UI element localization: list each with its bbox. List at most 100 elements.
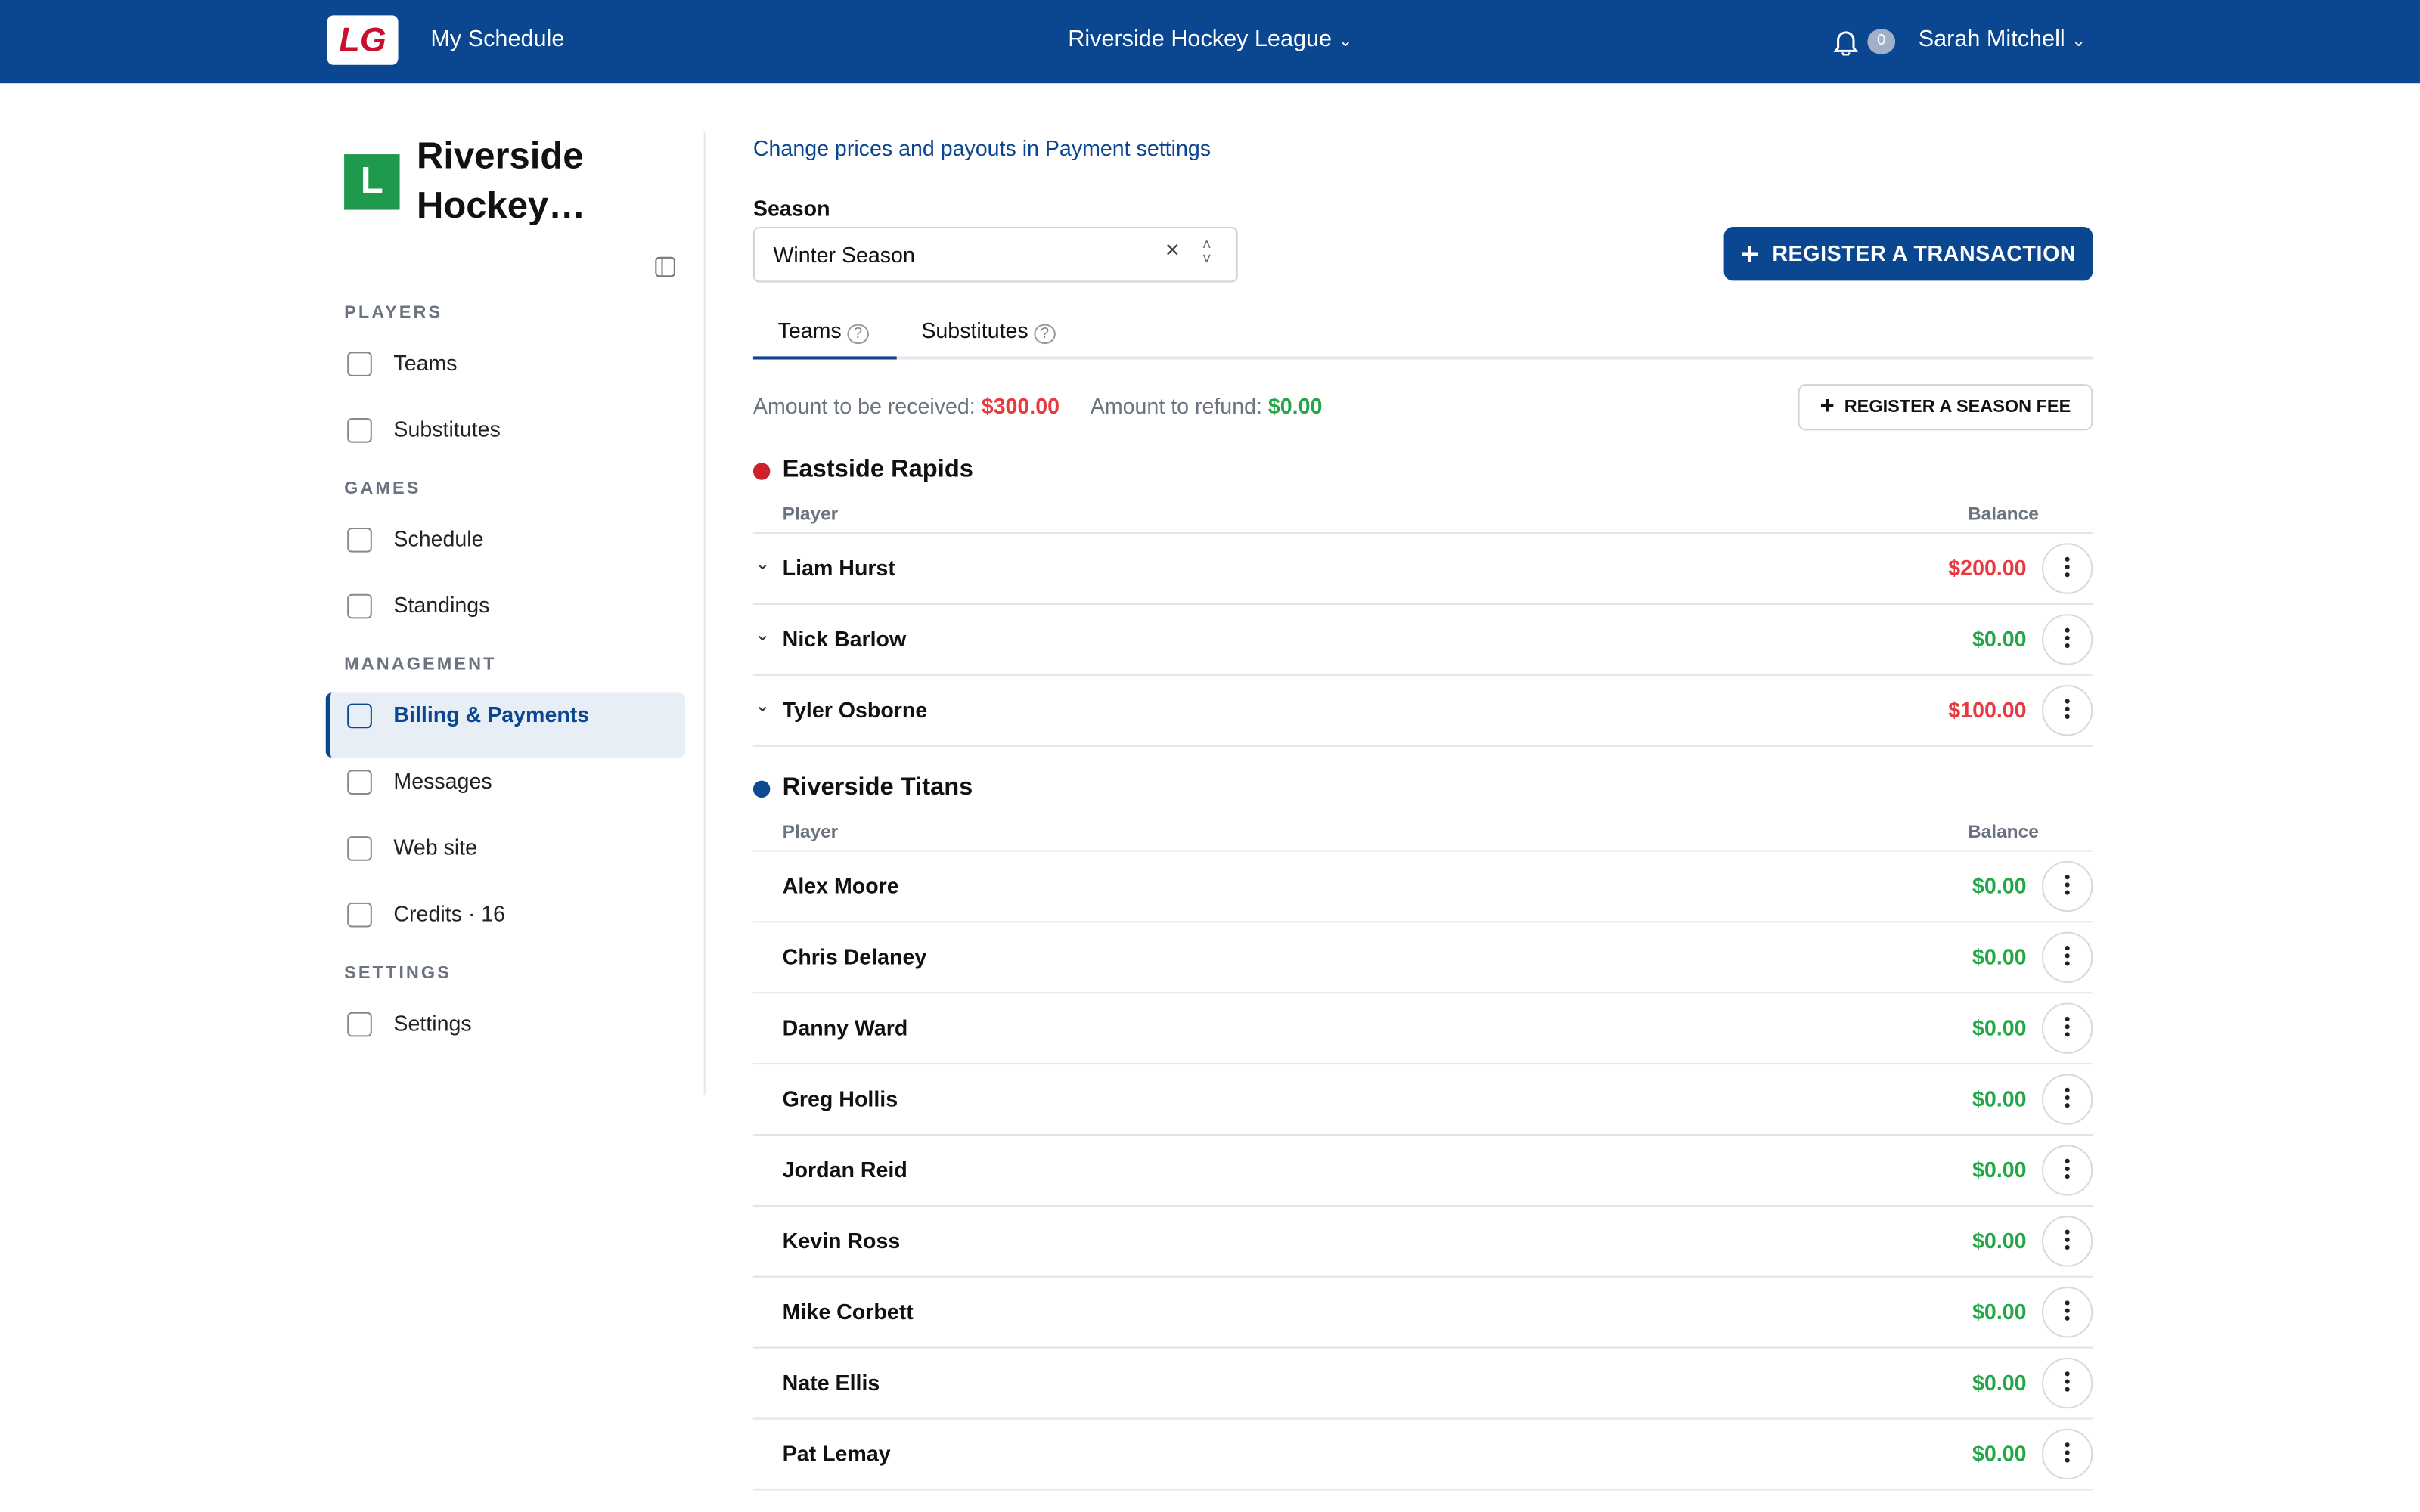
received-amount: $300.00 [981, 393, 1060, 419]
nav-item[interactable]: Web site [393, 835, 478, 860]
nav-item[interactable]: Teams [393, 350, 458, 375]
nav-item[interactable]: Substitutes [393, 417, 501, 442]
collapse-icon[interactable] [654, 256, 676, 278]
player-balance: $0.00 [1972, 1370, 2027, 1395]
row-divider [752, 1133, 2093, 1136]
notification-badge: 0 [1867, 29, 1896, 54]
register-fee-button[interactable]: + REGISTER A SEASON FEE [1798, 384, 2093, 431]
player-balance: $0.00 [1972, 1086, 2027, 1111]
row-divider [752, 1204, 2093, 1207]
player-balance: $0.00 [1972, 873, 2027, 898]
register-transaction-button[interactable]: + REGISTER A TRANSACTION [1723, 226, 2093, 281]
row-divider [752, 1489, 2093, 1491]
row-divider [752, 745, 2093, 747]
row-divider [752, 1275, 2093, 1278]
section-title: MANAGEMENT [344, 655, 497, 674]
summary: Amount to be received: $300.00 Amount to … [753, 393, 1322, 418]
nav-item[interactable]: Credits · 16 [393, 900, 506, 926]
tab-label: Teams [777, 318, 842, 343]
row-divider [752, 992, 2093, 994]
column-header: Player [782, 820, 839, 843]
user-name: Sarah Mitchell [1918, 26, 2065, 53]
logo[interactable]: LG [327, 15, 399, 65]
row-menu-button[interactable] [2041, 931, 2093, 983]
row-menu-button[interactable] [2041, 614, 2093, 665]
top-bar: LG My Schedule Riverside Hockey League ⌄… [0, 0, 2420, 84]
user-menu[interactable]: Sarah Mitchell ⌄ [1918, 26, 2086, 53]
player-balance: $0.00 [1972, 1228, 2027, 1253]
row-divider [752, 850, 2093, 852]
nav-icon [347, 703, 372, 729]
received-label: Amount to be received: [752, 393, 976, 419]
row-menu-button[interactable] [2041, 1002, 2093, 1054]
row-menu-button[interactable] [2041, 1145, 2093, 1196]
row-menu-button[interactable] [2041, 1074, 2093, 1125]
nav-icon [347, 1012, 372, 1037]
row-divider [752, 1418, 2093, 1420]
player-balance: $0.00 [1972, 943, 2027, 969]
sidebar-divider [703, 132, 706, 1095]
row-menu-button[interactable] [2041, 1216, 2093, 1267]
row-divider [752, 1063, 2093, 1065]
player-name: Alex Moore [782, 873, 899, 898]
player-balance: $0.00 [1972, 1441, 2027, 1466]
league-selector[interactable]: Riverside Hockey League ⌄ [1068, 26, 1353, 53]
row-menu-button[interactable] [2041, 860, 2093, 912]
team-name: Eastside Rapids [782, 457, 973, 483]
active-tab-underline [752, 356, 897, 360]
nav-item[interactable]: Billing & Payments [393, 702, 590, 727]
season-value: Winter Season [773, 242, 915, 268]
row-divider [752, 603, 2093, 605]
team-dot [752, 463, 771, 480]
player-balance: $0.00 [1972, 1157, 2027, 1182]
player-balance: $200.00 [1948, 555, 2027, 581]
my-schedule-link[interactable]: My Schedule [430, 26, 565, 53]
register-fee-label: REGISTER A SEASON FEE [1844, 398, 2071, 417]
tab-border [752, 356, 2093, 360]
league-name: Riverside Hockey League [1068, 26, 1333, 53]
refund-label: Amount to refund: [1090, 393, 1262, 419]
player-name: Chris Delaney [782, 943, 927, 969]
row-menu-button[interactable] [2041, 1287, 2093, 1338]
row-divider [752, 1346, 2093, 1349]
teams-tab[interactable]: Teams ? [777, 318, 869, 345]
row-menu-button[interactable] [2041, 543, 2093, 594]
player-name: Nick Barlow [782, 626, 907, 652]
expand-chevron[interactable]: ⌄ [754, 623, 771, 646]
nav-item[interactable]: Schedule [393, 525, 484, 551]
payment-settings-link[interactable]: Change prices and payouts in Payment set… [752, 135, 1212, 161]
player-name: Pat Lemay [782, 1441, 891, 1466]
substitutes-tab[interactable]: Substitutes ? [921, 318, 1056, 345]
nav-icon [347, 902, 372, 928]
player-name: Greg Hollis [782, 1086, 898, 1111]
refund-amount: $0.00 [1267, 393, 1323, 419]
row-divider [752, 921, 2093, 923]
section-title: SETTINGS [344, 964, 451, 983]
player-balance: $0.00 [1972, 1015, 2027, 1040]
league-title: Riverside Hockey… [417, 135, 586, 227]
season-select[interactable]: Winter Season × ˄ ˅ [752, 226, 1238, 283]
row-menu-button[interactable] [2041, 685, 2093, 736]
nav-item[interactable]: Standings [393, 592, 490, 618]
nav-item[interactable]: Messages [393, 768, 492, 793]
player-balance: $0.00 [1972, 1299, 2027, 1325]
team-name: Riverside Titans [782, 774, 973, 801]
row-menu-button[interactable] [2041, 1357, 2093, 1409]
row-menu-button[interactable] [2041, 1428, 2093, 1480]
expand-chevron[interactable]: ⌄ [754, 694, 771, 716]
league-avatar: L [344, 154, 400, 210]
player-balance: $0.00 [1972, 626, 2027, 652]
nav-icon [347, 836, 372, 861]
nav-item[interactable]: Settings [393, 1010, 472, 1036]
expand-chevron[interactable]: ⌄ [754, 552, 771, 575]
player-name: Jordan Reid [782, 1157, 908, 1182]
bell-icon[interactable] [1832, 28, 1860, 56]
player-name: Mike Corbett [782, 1299, 914, 1325]
column-header: Balance [1967, 503, 2039, 525]
nav-icon [347, 593, 372, 619]
section-title: GAMES [344, 479, 421, 499]
row-divider [752, 532, 2093, 534]
column-header: Player [782, 503, 839, 525]
nav-icon [347, 418, 372, 443]
